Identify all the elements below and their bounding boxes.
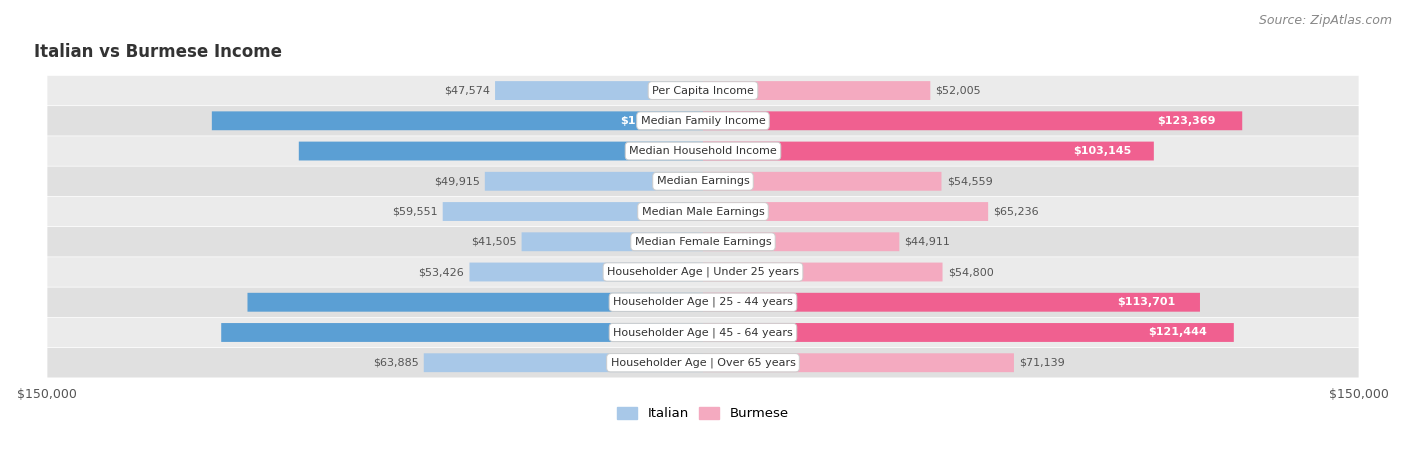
- Text: $54,559: $54,559: [946, 176, 993, 186]
- FancyBboxPatch shape: [48, 76, 1358, 106]
- Text: $71,139: $71,139: [1019, 358, 1064, 368]
- Text: Source: ZipAtlas.com: Source: ZipAtlas.com: [1258, 14, 1392, 27]
- Legend: Italian, Burmese: Italian, Burmese: [612, 402, 794, 425]
- FancyBboxPatch shape: [703, 323, 1234, 342]
- FancyBboxPatch shape: [703, 81, 931, 100]
- FancyBboxPatch shape: [221, 323, 703, 342]
- Text: Median Household Income: Median Household Income: [628, 146, 778, 156]
- FancyBboxPatch shape: [299, 142, 703, 161]
- Text: $52,005: $52,005: [935, 85, 981, 96]
- Text: Householder Age | 25 - 44 years: Householder Age | 25 - 44 years: [613, 297, 793, 307]
- Text: $49,915: $49,915: [433, 176, 479, 186]
- Text: Median Earnings: Median Earnings: [657, 176, 749, 186]
- FancyBboxPatch shape: [703, 111, 1243, 130]
- FancyBboxPatch shape: [48, 197, 1358, 226]
- FancyBboxPatch shape: [703, 232, 900, 251]
- FancyBboxPatch shape: [48, 167, 1358, 196]
- Text: Per Capita Income: Per Capita Income: [652, 85, 754, 96]
- Text: $65,236: $65,236: [994, 206, 1039, 217]
- FancyBboxPatch shape: [48, 318, 1358, 347]
- FancyBboxPatch shape: [703, 172, 942, 191]
- FancyBboxPatch shape: [247, 293, 703, 311]
- FancyBboxPatch shape: [443, 202, 703, 221]
- Text: $104,215: $104,215: [621, 297, 681, 307]
- Text: $103,145: $103,145: [1073, 146, 1132, 156]
- FancyBboxPatch shape: [703, 293, 1199, 311]
- Text: Householder Age | 45 - 64 years: Householder Age | 45 - 64 years: [613, 327, 793, 338]
- FancyBboxPatch shape: [212, 111, 703, 130]
- FancyBboxPatch shape: [48, 227, 1358, 256]
- FancyBboxPatch shape: [485, 172, 703, 191]
- FancyBboxPatch shape: [703, 354, 1014, 372]
- Text: $110,224: $110,224: [620, 327, 679, 338]
- Text: $41,505: $41,505: [471, 237, 516, 247]
- Text: $123,369: $123,369: [1157, 116, 1215, 126]
- Text: $113,701: $113,701: [1116, 297, 1175, 307]
- Text: Median Male Earnings: Median Male Earnings: [641, 206, 765, 217]
- Text: $59,551: $59,551: [392, 206, 437, 217]
- FancyBboxPatch shape: [470, 262, 703, 282]
- FancyBboxPatch shape: [522, 232, 703, 251]
- FancyBboxPatch shape: [48, 348, 1358, 377]
- Text: Median Female Earnings: Median Female Earnings: [634, 237, 772, 247]
- Text: Householder Age | Under 25 years: Householder Age | Under 25 years: [607, 267, 799, 277]
- FancyBboxPatch shape: [48, 106, 1358, 135]
- FancyBboxPatch shape: [48, 136, 1358, 166]
- Text: Median Family Income: Median Family Income: [641, 116, 765, 126]
- Text: $44,911: $44,911: [904, 237, 950, 247]
- Text: $53,426: $53,426: [419, 267, 464, 277]
- FancyBboxPatch shape: [48, 288, 1358, 317]
- Text: $112,372: $112,372: [620, 116, 679, 126]
- FancyBboxPatch shape: [495, 81, 703, 100]
- Text: $121,444: $121,444: [1149, 327, 1208, 338]
- Text: $47,574: $47,574: [444, 85, 489, 96]
- Text: Householder Age | Over 65 years: Householder Age | Over 65 years: [610, 357, 796, 368]
- FancyBboxPatch shape: [703, 262, 942, 282]
- FancyBboxPatch shape: [703, 142, 1154, 161]
- Text: Italian vs Burmese Income: Italian vs Burmese Income: [34, 43, 283, 61]
- FancyBboxPatch shape: [48, 257, 1358, 287]
- FancyBboxPatch shape: [423, 354, 703, 372]
- FancyBboxPatch shape: [703, 202, 988, 221]
- Text: $54,800: $54,800: [948, 267, 994, 277]
- Text: $92,475: $92,475: [631, 146, 683, 156]
- Text: $63,885: $63,885: [373, 358, 419, 368]
